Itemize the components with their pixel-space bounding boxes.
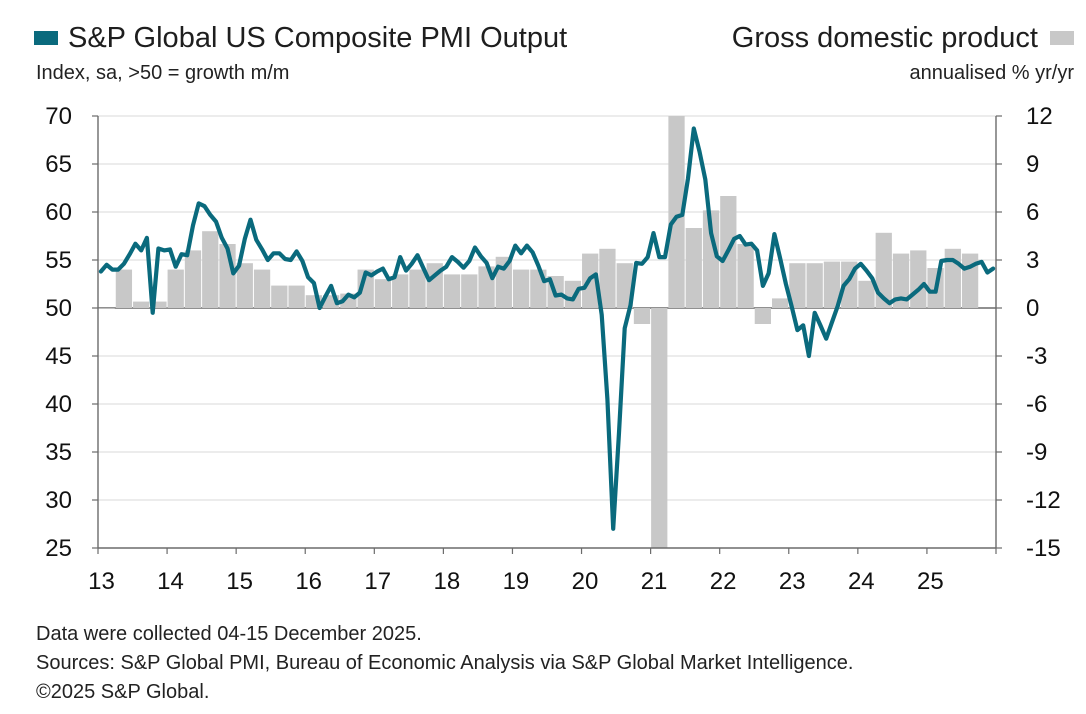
- x-tick-label-19: 19: [503, 568, 530, 595]
- left-tick-label-50: 50: [45, 295, 72, 322]
- gdp-bar-2014Q1: [167, 269, 184, 308]
- gdp-bar-2014Q3: [202, 231, 219, 308]
- gdp-bar-2021Q2: [668, 116, 685, 308]
- left-tick-label-55: 55: [45, 247, 72, 274]
- gdp-bar-2024Q3: [892, 253, 910, 308]
- gdp-bar-2013Q3: [133, 301, 150, 308]
- gdp-bar-2022Q2: [737, 244, 754, 308]
- pmi-line-layer: [98, 126, 996, 531]
- gdp-bar-2020Q2: [599, 248, 616, 308]
- right-tick-label-9: 9: [1026, 151, 1039, 178]
- gdp-bar-2023Q1: [789, 263, 806, 308]
- left-tick-label-40: 40: [45, 391, 72, 418]
- gdp-bar-2015Q4: [288, 285, 305, 308]
- left-tick-label-25: 25: [45, 535, 72, 562]
- x-tick-label-17: 17: [364, 568, 391, 595]
- gdp-bar-2020Q3: [616, 263, 633, 308]
- gdp-bar-2020Q4: [633, 308, 651, 324]
- footer-collection-note: Data were collected 04-15 December 2025.: [36, 623, 422, 645]
- x-tick-label-16: 16: [295, 568, 322, 595]
- x-tick-label-14: 14: [157, 568, 184, 595]
- x-tick-label-25: 25: [917, 568, 944, 595]
- left-tick-label-35: 35: [45, 439, 72, 466]
- gdp-bar-2024Q2: [875, 232, 892, 308]
- right-tick-label--15: -15: [1026, 535, 1061, 562]
- gdp-bar-2013Q2: [115, 269, 133, 308]
- gdp-bar-2013Q4: [150, 301, 167, 308]
- right-tick-label-3: 3: [1026, 247, 1039, 274]
- gdp-bar-2022Q4: [772, 298, 789, 308]
- left-tick-label-45: 45: [45, 343, 72, 370]
- gdp-bar-2017Q2: [392, 274, 409, 308]
- gridlines: [98, 115, 996, 549]
- gdp-bar-2015Q2: [253, 269, 271, 308]
- right-tick-label-12: 12: [1026, 103, 1053, 130]
- right-tick-label-0: 0: [1026, 295, 1039, 322]
- legend-gdp-swatch: [1050, 31, 1074, 45]
- right-axis-subtitle: annualised % yr/yr: [909, 62, 1074, 84]
- legend-gdp: Gross domestic product: [732, 20, 1074, 56]
- gdp-bar-2024Q1: [858, 280, 875, 308]
- gdp-bar-2019Q1: [512, 269, 530, 308]
- left-axis-subtitle: Index, sa, >50 = growth m/m: [36, 62, 290, 84]
- right-tick-label-6: 6: [1026, 199, 1039, 226]
- axes: [92, 115, 1002, 554]
- legend-gdp-label: Gross domestic product: [731, 22, 1038, 54]
- right-tick-label--6: -6: [1026, 391, 1047, 418]
- gdp-bar-2022Q3: [754, 308, 771, 324]
- x-tick-label-15: 15: [226, 568, 253, 595]
- gdp-bar-2017Q1: [374, 279, 392, 308]
- right-tick-label--12: -12: [1026, 487, 1061, 514]
- left-tick-label-70: 70: [45, 103, 72, 130]
- legend-pmi: S&P Global US Composite PMI Output: [34, 20, 567, 56]
- right-tick-label--9: -9: [1026, 439, 1047, 466]
- gdp-bar-2013Q1: [98, 308, 115, 309]
- right-tick-label--3: -3: [1026, 343, 1047, 370]
- left-tick-label-65: 65: [45, 151, 72, 178]
- footer-copyright: ©2025 S&P Global.: [36, 681, 210, 703]
- gdp-bar-2021Q4: [702, 210, 720, 308]
- left-tick-label-60: 60: [45, 199, 72, 226]
- x-tick-label-13: 13: [88, 568, 115, 595]
- gdp-bar-2024Q4: [910, 250, 927, 308]
- gdp-bar-2023Q2: [806, 263, 823, 308]
- x-tick-label-22: 22: [710, 568, 737, 595]
- gdp-bar-2014Q2: [184, 250, 202, 308]
- gdp-bars: [98, 116, 979, 548]
- left-tick-label-30: 30: [45, 487, 72, 514]
- gdp-bar-2018Q2: [461, 274, 478, 308]
- footer-sources: Sources: S&P Global PMI, Bureau of Econo…: [36, 652, 854, 674]
- gdp-bar-2021Q3: [685, 228, 702, 308]
- gdp-bar-2017Q3: [409, 269, 426, 308]
- gdp-bar-2015Q1: [236, 263, 253, 308]
- gdp-bar-2023Q3: [823, 261, 841, 308]
- gdp-bar-2021Q1: [651, 308, 668, 548]
- gdp-bar-2019Q4: [564, 280, 582, 308]
- x-tick-label-24: 24: [848, 568, 875, 595]
- legend-pmi-swatch: [34, 31, 58, 45]
- gdp-bar-2018Q4: [495, 256, 512, 308]
- chart-footer: Data were collected 04-15 December 2025.…: [36, 620, 853, 707]
- gdp-bar-2015Q3: [271, 285, 288, 308]
- gdp-bar-2018Q1: [443, 274, 461, 308]
- x-tick-label-20: 20: [572, 568, 599, 595]
- legend-pmi-label: S&P Global US Composite PMI Output: [68, 22, 568, 54]
- pmi-line: [98, 126, 996, 531]
- x-tick-label-23: 23: [779, 568, 806, 595]
- x-tick-label-18: 18: [433, 568, 460, 595]
- tick-labels: 70656055504540353025129630-3-6-9-12-1513…: [45, 103, 1060, 595]
- x-tick-label-21: 21: [641, 568, 668, 595]
- gdp-bar-2025Q2: [944, 248, 961, 308]
